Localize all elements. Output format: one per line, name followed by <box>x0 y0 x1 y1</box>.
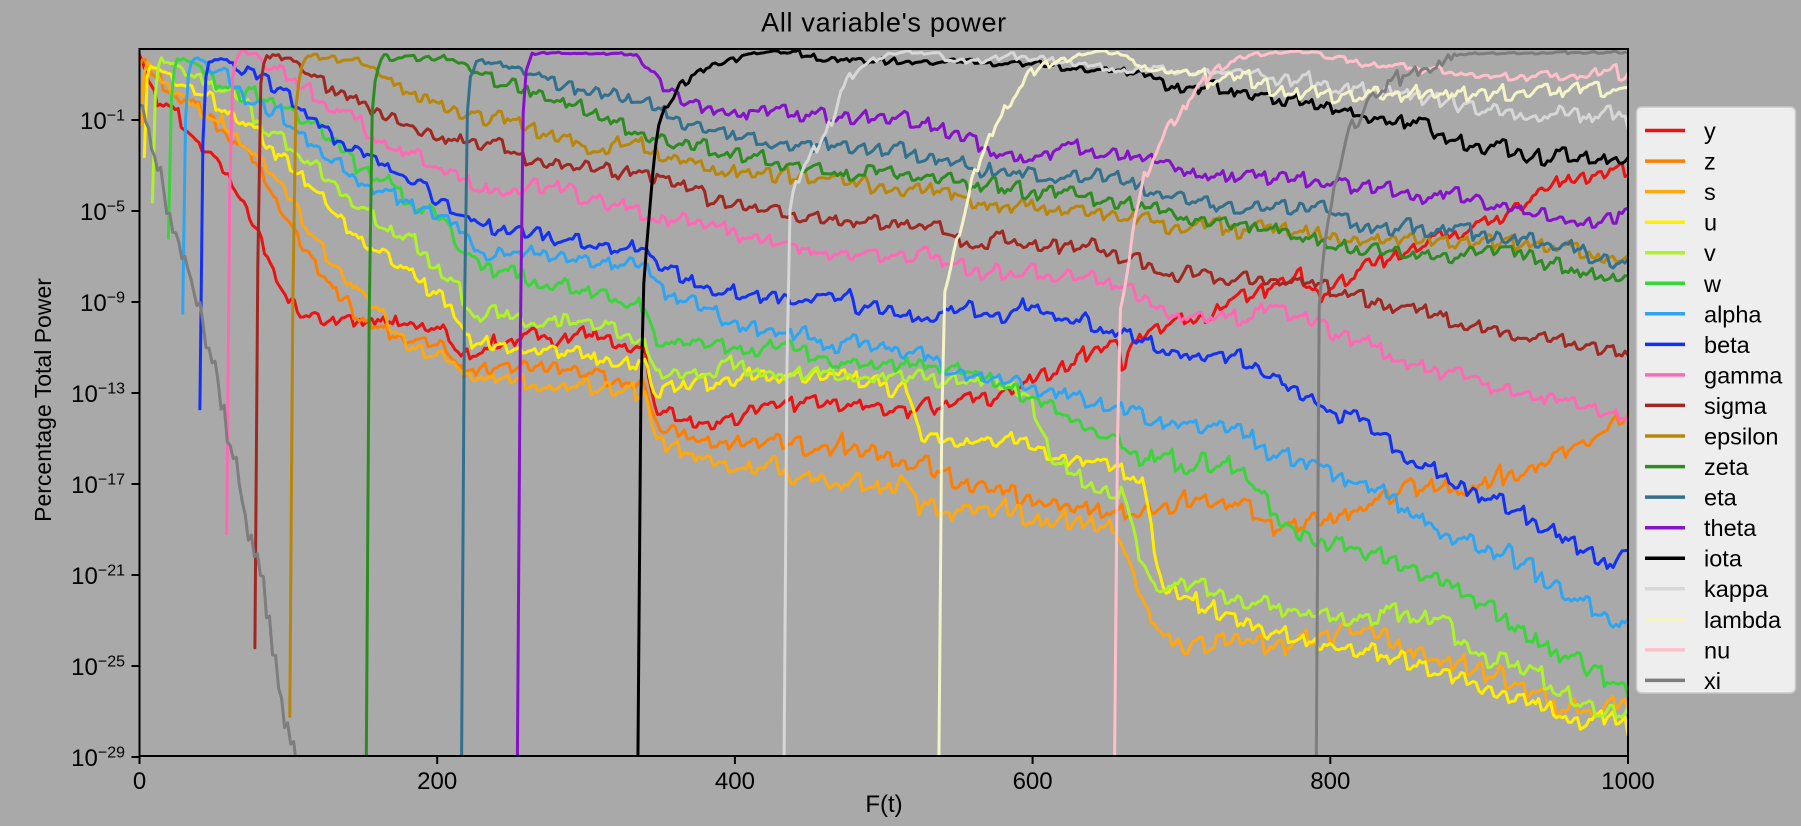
svg-text:0: 0 <box>133 768 146 795</box>
svg-text:10−21: 10−21 <box>71 562 125 590</box>
svg-text:lambda: lambda <box>1704 607 1782 633</box>
svg-text:600: 600 <box>1013 768 1053 795</box>
svg-text:s: s <box>1704 179 1716 205</box>
svg-text:z: z <box>1704 149 1716 175</box>
svg-text:F(t): F(t) <box>865 791 902 818</box>
svg-text:v: v <box>1704 240 1716 266</box>
svg-text:epsilon: epsilon <box>1704 424 1778 450</box>
svg-text:sigma: sigma <box>1704 393 1768 419</box>
svg-text:u: u <box>1704 210 1717 236</box>
svg-text:w: w <box>1703 271 1722 297</box>
svg-text:xi: xi <box>1704 668 1721 694</box>
svg-text:1000: 1000 <box>1601 768 1654 795</box>
svg-text:All variable's power: All variable's power <box>761 8 1007 38</box>
svg-text:beta: beta <box>1704 332 1751 358</box>
svg-text:eta: eta <box>1704 485 1738 511</box>
svg-text:800: 800 <box>1310 768 1350 795</box>
svg-text:zeta: zeta <box>1704 454 1749 480</box>
svg-text:gamma: gamma <box>1704 362 1783 388</box>
svg-text:alpha: alpha <box>1704 301 1762 327</box>
svg-text:Percentage Total Power: Percentage Total Power <box>30 278 56 522</box>
svg-text:400: 400 <box>715 768 755 795</box>
svg-text:y: y <box>1704 118 1716 144</box>
svg-text:10−1: 10−1 <box>80 107 125 135</box>
svg-text:iota: iota <box>1704 546 1743 572</box>
svg-text:kappa: kappa <box>1704 576 1769 602</box>
svg-text:theta: theta <box>1704 515 1757 541</box>
svg-text:200: 200 <box>417 768 457 795</box>
svg-text:nu: nu <box>1704 637 1730 663</box>
